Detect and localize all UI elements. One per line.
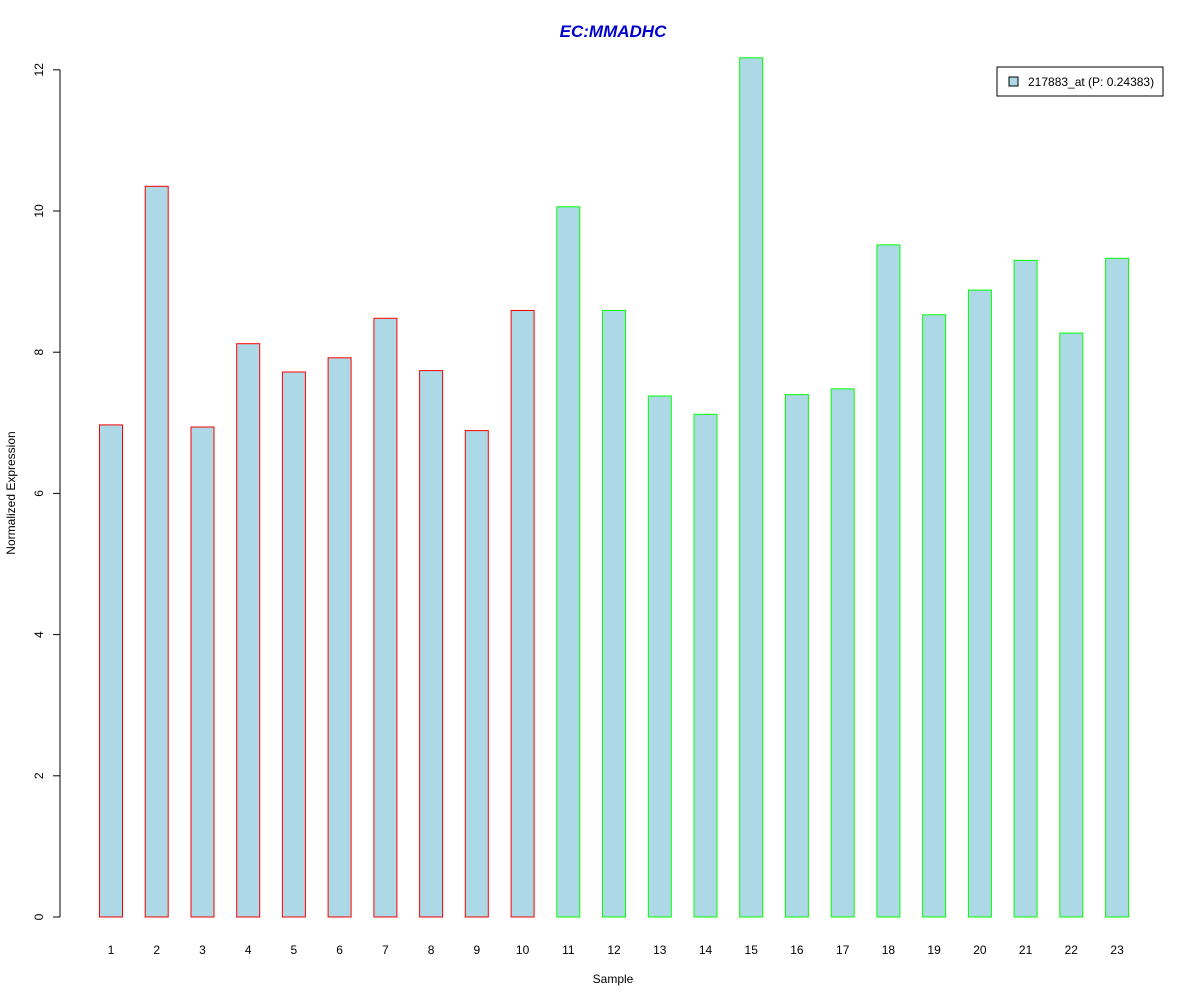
x-tick-label: 11 [562, 943, 575, 957]
x-tick-label: 7 [382, 943, 389, 957]
x-tick-label: 19 [927, 943, 941, 957]
x-tick-label: 3 [199, 943, 206, 957]
y-tick-label: 2 [32, 772, 46, 779]
bar-sample-9 [464, 430, 489, 918]
x-tick-label: 16 [790, 943, 804, 957]
x-tick-label: 22 [1065, 943, 1079, 957]
legend-box [996, 66, 1164, 97]
bar-sample-11 [556, 206, 581, 918]
bar-sample-7 [373, 317, 398, 918]
x-tick-label: 1 [108, 943, 115, 957]
y-axis-label: Normalized Expression [4, 431, 18, 554]
bars-group [99, 57, 1130, 918]
bar-sample-4 [236, 343, 261, 918]
bar-sample-14 [693, 413, 718, 918]
bar-sample-5 [281, 371, 306, 918]
bar-sample-12 [602, 310, 626, 918]
x-tick-label: 15 [745, 943, 759, 957]
chart-title: EC:MMADHC [560, 22, 667, 41]
x-tick-label: 12 [607, 943, 621, 957]
bar-sample-6 [327, 357, 352, 918]
bar-sample-10 [510, 310, 535, 918]
x-tick-label: 4 [245, 943, 252, 957]
x-tick-label: 8 [428, 943, 435, 957]
x-tick-label: 18 [882, 943, 896, 957]
bar-sample-21 [1013, 259, 1038, 918]
legend-label: 217883_at (P: 0.24383) [1028, 75, 1154, 89]
x-tick-label: 17 [836, 943, 850, 957]
y-tick-label: 10 [32, 204, 46, 218]
x-tick-label: 9 [473, 943, 480, 957]
x-tick-labels: 1 2 3 4 5 6 7 8 9 10 11 12 13 14 15 16 17 18 19 20 21 22 23 [108, 943, 1124, 957]
x-tick-label: 6 [336, 943, 343, 957]
x-tick-label: 20 [973, 943, 987, 957]
x-tick-label: 2 [153, 943, 160, 957]
bar-sample-19 [922, 314, 947, 918]
bar-sample-15 [739, 57, 764, 918]
bar-sample-20 [967, 289, 992, 918]
x-tick-label: 13 [653, 943, 667, 957]
legend-swatch [1008, 76, 1019, 87]
x-tick-label: 10 [516, 943, 530, 957]
bar-sample-17 [830, 388, 855, 918]
x-tick-label: 5 [291, 943, 298, 957]
y-tick-label: 0 [32, 913, 46, 920]
y-tick-label: 12 [32, 63, 46, 77]
bar-sample-22 [1059, 332, 1084, 918]
y-tick-label: 6 [32, 490, 46, 497]
bar-sample-3 [190, 426, 215, 918]
y-axis: 0 2 4 6 8 10 12 [32, 63, 61, 920]
bar-sample-18 [876, 244, 901, 918]
x-tick-label: 21 [1019, 943, 1033, 957]
x-axis-label: Sample [593, 972, 634, 986]
bar-sample-8 [419, 370, 444, 918]
bar-sample-13 [647, 395, 672, 918]
bar-sample-1 [99, 424, 123, 918]
x-tick-label: 14 [699, 943, 713, 957]
y-tick-label: 8 [32, 349, 46, 356]
bar-sample-2 [144, 185, 169, 918]
legend: 217883_at (P: 0.24383) [996, 66, 1164, 97]
bar-sample-23 [1105, 257, 1130, 918]
bar-sample-16 [784, 394, 809, 918]
x-tick-label: 23 [1110, 943, 1124, 957]
y-tick-label: 4 [32, 631, 46, 638]
